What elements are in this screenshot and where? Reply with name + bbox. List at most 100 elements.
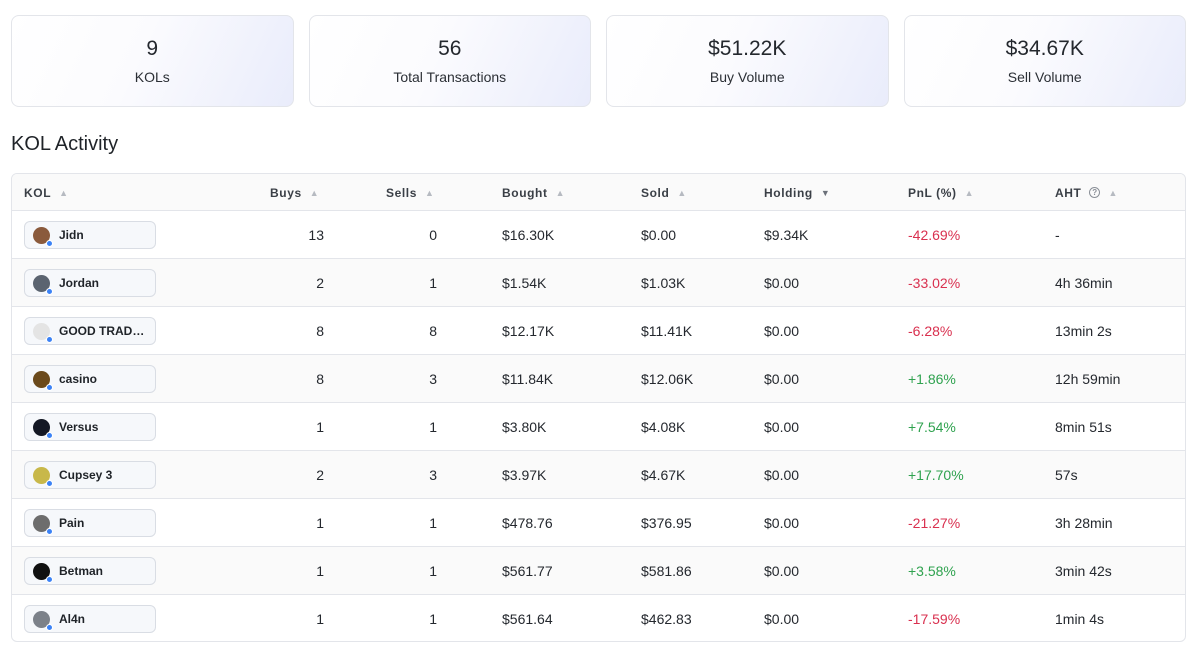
avatar — [33, 466, 53, 487]
cell-aht: 57s — [1055, 466, 1078, 483]
cell-aht: 3min 42s — [1055, 562, 1112, 579]
status-dot-icon — [46, 479, 53, 487]
cell-holding: $0.00 — [764, 322, 800, 339]
cell-buys: 8 — [316, 322, 324, 339]
stat-label: Sell Volume — [1007, 69, 1082, 85]
cell-buys: 2 — [316, 466, 324, 483]
table-row[interactable]: Jidn 13 0 $16.30K $0.00 $9.34K -42.69% - — [12, 211, 1185, 259]
column-header-buys[interactable]: Buys ▲ — [270, 174, 319, 211]
stat-card-buy-volume: $51.22K Buy Volume — [606, 15, 889, 107]
question-circle-icon[interactable]: ? — [1089, 187, 1101, 198]
cell-aht: 4h 36min — [1055, 274, 1113, 291]
kol-chip[interactable]: Versus — [24, 413, 156, 441]
sort-asc-icon: ▲ — [425, 187, 435, 198]
kol-name: Versus — [59, 420, 99, 434]
kol-chip[interactable]: Jordan — [24, 269, 156, 297]
cell-buys: 1 — [316, 610, 324, 627]
column-header-kol[interactable]: KOL ▲ — [24, 174, 69, 211]
column-label: Buys — [270, 185, 302, 200]
avatar — [33, 226, 53, 247]
cell-sells: 8 — [429, 322, 437, 339]
column-header-pnl[interactable]: PnL (%) ▲ — [908, 174, 974, 211]
cell-sold: $4.08K — [641, 418, 686, 435]
table-row[interactable]: Betman 1 1 $561.77 $581.86 $0.00 +3.58% 3min 42… — [12, 547, 1185, 595]
cell-sold: $12.06K — [641, 370, 694, 387]
cell-pnl: -17.59% — [908, 610, 961, 627]
column-header-aht[interactable]: AHT ? ▲ — [1055, 174, 1118, 211]
stat-label: KOLs — [134, 69, 170, 85]
cell-holding: $0.00 — [764, 370, 800, 387]
table-header: KOL ▲ Buys ▲ Sells ▲ Bought ▲ Sold ▲ Hol… — [12, 174, 1185, 211]
cell-sold: $376.95 — [641, 514, 692, 531]
cell-pnl: -33.02% — [908, 274, 961, 291]
status-dot-icon — [46, 287, 53, 295]
cell-sells: 1 — [429, 274, 437, 291]
cell-pnl: +1.86% — [908, 370, 956, 387]
cell-sold: $4.67K — [641, 466, 686, 483]
cell-sold: $462.83 — [641, 610, 692, 627]
table-row[interactable]: Versus 1 1 $3.80K $4.08K $0.00 +7.54% 8min 51s — [12, 403, 1185, 451]
table-row[interactable]: Jordan 2 1 $1.54K $1.03K $0.00 -33.02% 4h 36min — [12, 259, 1185, 307]
kol-chip[interactable]: Cupsey 3 — [24, 461, 156, 489]
cell-holding: $0.00 — [764, 466, 800, 483]
stat-card-total-transactions: 56 Total Transactions — [308, 15, 591, 107]
status-dot-icon — [46, 527, 53, 535]
kol-name: Al4n — [59, 612, 86, 626]
kol-name: Jordan — [59, 276, 100, 290]
kol-name: GOOD TRADER — [59, 324, 147, 338]
column-header-bought[interactable]: Bought ▲ — [502, 174, 565, 211]
cell-sells: 3 — [429, 466, 437, 483]
cell-sells: 1 — [429, 610, 437, 627]
sort-asc-icon: ▲ — [309, 187, 320, 198]
kol-chip[interactable]: Betman — [24, 557, 156, 585]
column-label: AHT — [1055, 185, 1082, 200]
cell-bought: $561.77 — [502, 562, 553, 579]
kol-chip[interactable]: Al4n — [24, 605, 156, 633]
cell-bought: $3.97K — [502, 466, 547, 483]
cell-holding: $0.00 — [764, 610, 800, 627]
kol-chip[interactable]: GOOD TRADER — [24, 317, 156, 345]
column-header-sold[interactable]: Sold ▲ — [641, 174, 687, 211]
table-row[interactable]: Cupsey 3 2 3 $3.97K $4.67K $0.00 +17.70% 57s — [12, 451, 1185, 499]
cell-buys: 1 — [316, 418, 324, 435]
status-dot-icon — [46, 335, 53, 343]
cell-holding: $0.00 — [764, 274, 800, 291]
table-row[interactable]: Al4n 1 1 $561.64 $462.83 $0.00 -17.59% 1min 4s — [12, 595, 1185, 641]
cell-bought: $478.76 — [502, 514, 553, 531]
kol-chip[interactable]: casino — [24, 365, 156, 393]
cell-aht: 13min 2s — [1055, 322, 1112, 339]
column-header-sells[interactable]: Sells ▲ — [386, 174, 435, 211]
avatar — [33, 562, 53, 583]
kol-chip[interactable]: Pain — [24, 509, 156, 537]
avatar — [33, 514, 53, 535]
cell-pnl: +7.54% — [908, 418, 956, 435]
cell-aht: 3h 28min — [1055, 514, 1113, 531]
sort-asc-icon: ▲ — [964, 187, 975, 198]
column-header-holding[interactable]: Holding ▼ — [764, 174, 830, 211]
avatar — [33, 322, 53, 343]
cell-sells: 0 — [429, 226, 437, 243]
cell-buys: 2 — [316, 274, 324, 291]
column-label: Holding — [764, 185, 813, 200]
stat-card-kols: 9 KOLs — [11, 15, 294, 107]
table-row[interactable]: Pain 1 1 $478.76 $376.95 $0.00 -21.27% 3h 28min — [12, 499, 1185, 547]
kol-activity-table: KOL ▲ Buys ▲ Sells ▲ Bought ▲ Sold ▲ Hol… — [11, 173, 1186, 642]
cell-holding: $0.00 — [764, 514, 800, 531]
kol-name: Betman — [59, 564, 104, 578]
kol-chip[interactable]: Jidn — [24, 221, 156, 249]
table-body: Jidn 13 0 $16.30K $0.00 $9.34K -42.69% - Jordan 2… — [12, 211, 1185, 641]
sort-asc-icon: ▲ — [555, 187, 566, 198]
stat-value: $34.67K — [1005, 37, 1084, 60]
table-row[interactable]: GOOD TRADER 8 8 $12.17K $11.41K $0.00 -6.28% 13… — [12, 307, 1185, 355]
cell-bought: $1.54K — [502, 274, 547, 291]
cell-bought: $3.80K — [502, 418, 547, 435]
status-dot-icon — [46, 239, 53, 247]
stat-value: $51.22K — [708, 37, 787, 60]
table-row[interactable]: casino 8 3 $11.84K $12.06K $0.00 +1.86% 12h 59m… — [12, 355, 1185, 403]
cell-pnl: -42.69% — [908, 226, 961, 243]
column-label: Bought — [502, 185, 548, 200]
cell-buys: 1 — [316, 562, 324, 579]
section-title: KOL Activity — [11, 133, 119, 155]
cell-sold: $0.00 — [641, 226, 677, 243]
cell-bought: $16.30K — [502, 226, 555, 243]
